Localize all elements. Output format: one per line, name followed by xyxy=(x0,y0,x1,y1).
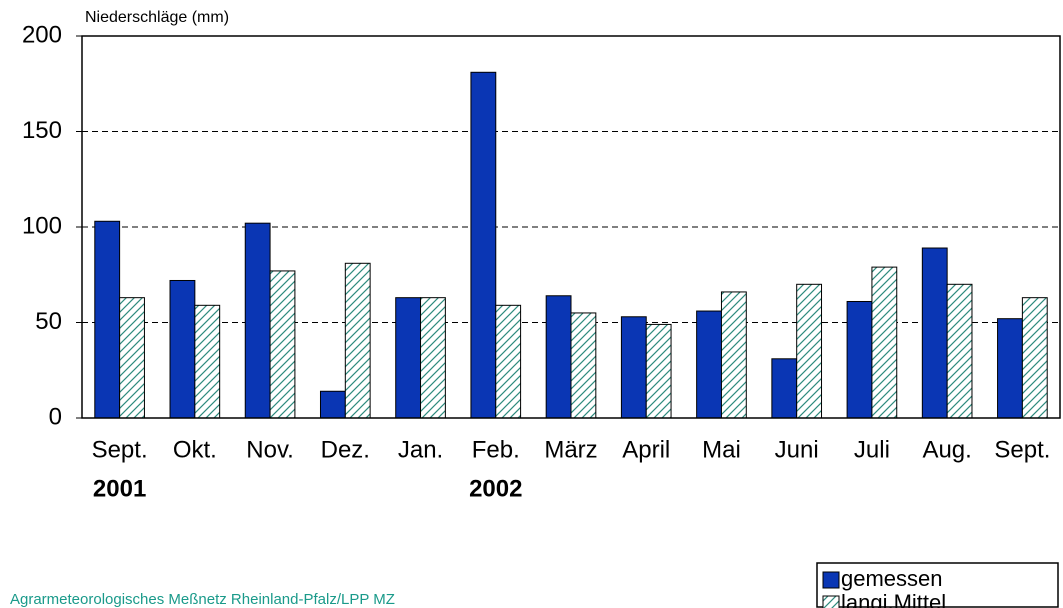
x-tick-label: Jan. xyxy=(398,436,443,463)
bar xyxy=(119,297,145,419)
bar xyxy=(169,279,196,419)
bar xyxy=(570,312,597,419)
bar xyxy=(921,247,948,419)
legend-label: gemessen xyxy=(841,566,943,591)
bar xyxy=(796,283,823,419)
bar xyxy=(696,310,722,419)
x-tick-label: Aug. xyxy=(922,436,971,463)
y-tick-label: 50 xyxy=(35,308,62,335)
legend-box xyxy=(816,562,1059,608)
bar xyxy=(771,358,798,419)
x-tick-label: Okt. xyxy=(173,436,217,463)
bar xyxy=(1021,297,1048,419)
bar xyxy=(946,283,973,419)
bar xyxy=(871,266,898,419)
plot-frame xyxy=(81,35,1061,419)
legend-swatch xyxy=(822,571,840,589)
bar xyxy=(620,316,647,419)
bar xyxy=(395,297,422,419)
bar xyxy=(470,71,497,419)
bar xyxy=(846,300,873,419)
x-tick-label: Sept. xyxy=(994,436,1050,463)
bar xyxy=(420,297,446,419)
bar xyxy=(645,323,672,419)
legend-label: langj.Mittel xyxy=(841,590,946,608)
bar xyxy=(94,220,121,419)
axis-title: Niederschläge (mm) xyxy=(85,9,229,26)
bar xyxy=(997,318,1023,419)
bar xyxy=(545,295,572,419)
source-note: Agrarmeteorologisches Meßnetz Rheinland-… xyxy=(10,591,395,608)
y-tick-label: 200 xyxy=(22,21,62,48)
x-tick-label: Mai xyxy=(702,436,741,463)
y-tick-label: 0 xyxy=(49,403,62,430)
year-label: 2002 xyxy=(469,475,522,502)
bar xyxy=(244,222,271,419)
x-tick-label: April xyxy=(622,436,670,463)
x-tick-label: Nov. xyxy=(246,436,294,463)
bar xyxy=(194,304,221,419)
x-tick-label: Sept. xyxy=(92,436,148,463)
y-tick-label: 150 xyxy=(22,117,62,144)
x-tick-label: Feb. xyxy=(472,436,520,463)
x-tick-label: März xyxy=(544,436,597,463)
x-tick-label: Juni xyxy=(775,436,819,463)
bar xyxy=(344,262,371,419)
year-label: 2001 xyxy=(93,475,146,502)
bar xyxy=(495,304,522,419)
bar xyxy=(720,291,747,419)
y-tick-label: 100 xyxy=(22,212,62,239)
bar xyxy=(319,390,346,419)
legend-swatch xyxy=(822,595,840,608)
bar xyxy=(269,270,296,419)
x-tick-label: Juli xyxy=(854,436,890,463)
x-tick-label: Dez. xyxy=(321,436,370,463)
